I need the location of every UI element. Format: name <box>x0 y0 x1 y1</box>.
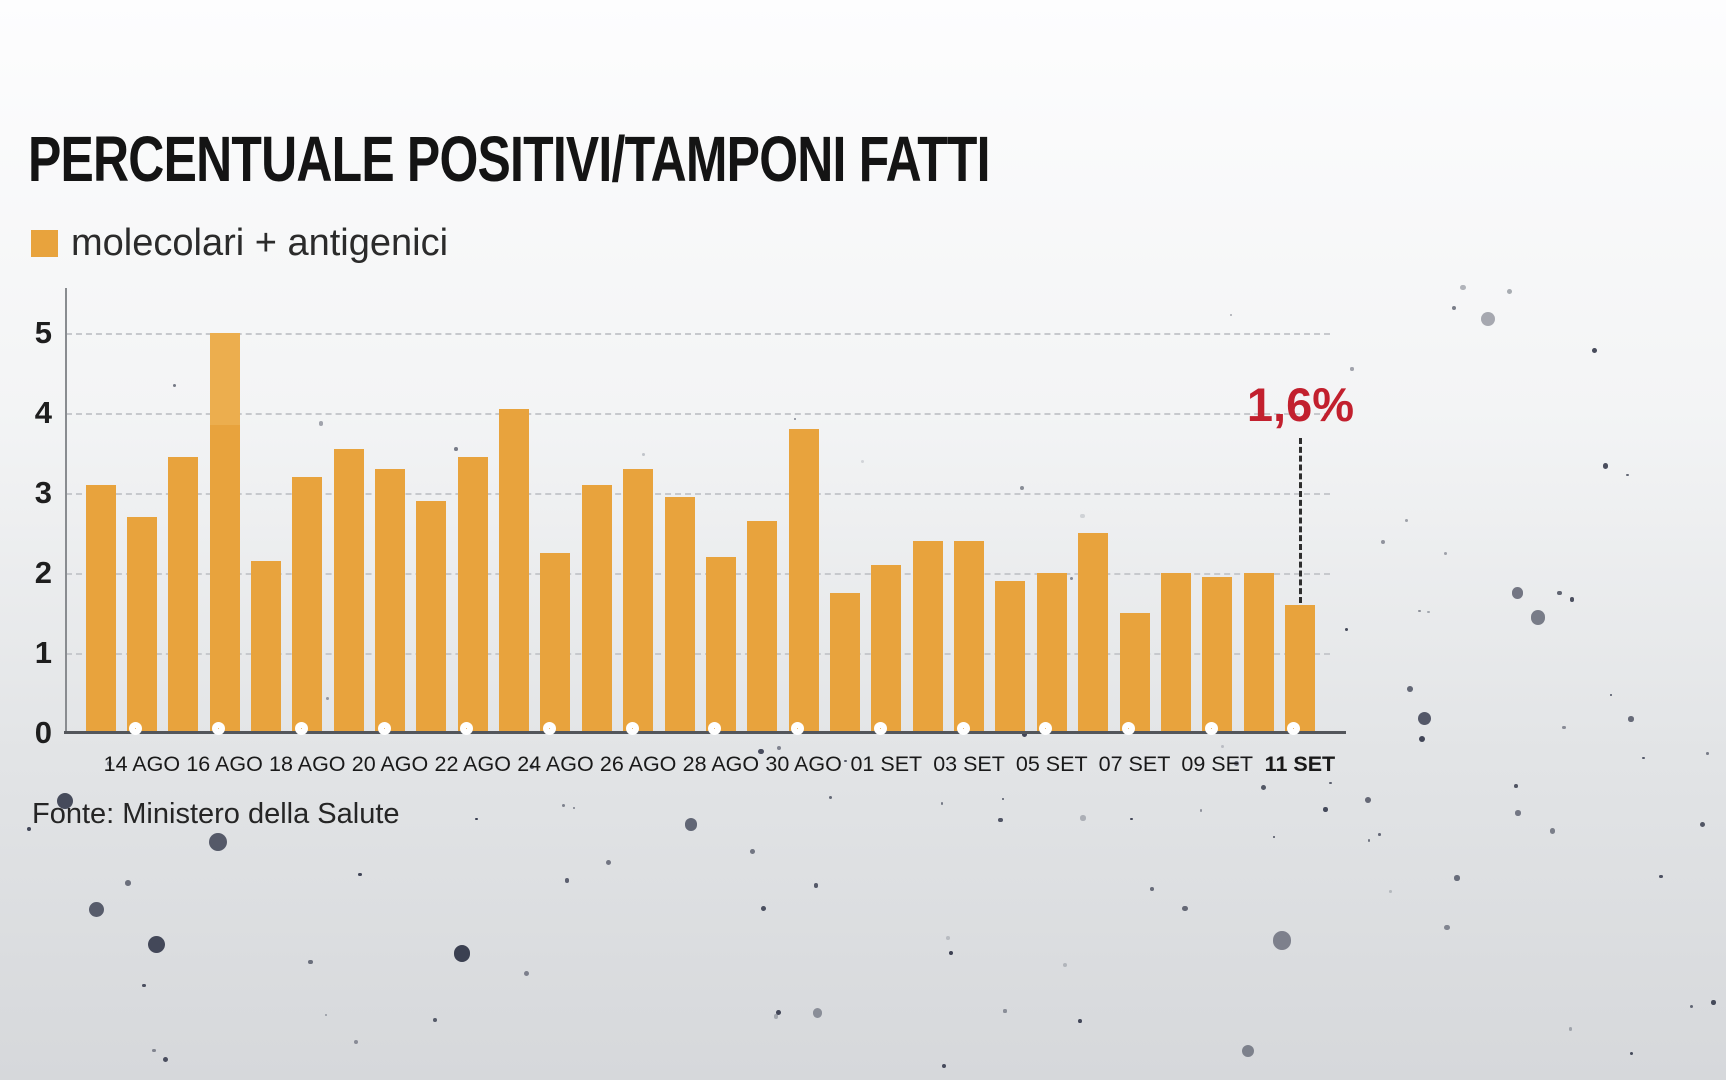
bar-21-ago <box>416 501 447 733</box>
axis-marker-03-set <box>956 721 970 735</box>
x-tick-label-24-ago: 24 AGO <box>517 752 594 776</box>
bar-29-ago <box>747 521 778 733</box>
axis-marker-05-set <box>1039 721 1053 735</box>
y-axis-line <box>65 288 67 734</box>
bar-13-ago <box>85 485 116 733</box>
x-tick-label-16-ago: 16 AGO <box>186 752 263 776</box>
bar-22-ago <box>457 457 488 733</box>
bar-07-set <box>1119 613 1150 733</box>
chart-legend: molecolari + antigenici <box>31 222 448 265</box>
bar-20-ago <box>375 469 406 733</box>
page-title: PERCENTUALE POSITIVI/TAMPONI FATTI <box>28 123 991 195</box>
x-tick-label-01-set: 01 SET <box>850 752 923 776</box>
bar-15-ago <box>168 457 199 733</box>
x-tick-label-22-ago: 22 AGO <box>434 752 511 776</box>
axis-marker-14-ago <box>129 721 143 735</box>
bar-01-set <box>871 565 902 733</box>
x-tick-label-14-ago: 14 AGO <box>103 752 181 776</box>
x-tick-label-26-ago: 26 AGO <box>599 752 677 776</box>
axis-marker-11-set <box>1287 721 1301 735</box>
source-credit: Fonte: Ministero della Salute <box>32 798 400 830</box>
legend-color-swatch <box>31 230 58 257</box>
bar-17-ago <box>250 561 281 733</box>
x-tick-label-30-ago: 30 AGO <box>765 752 842 776</box>
axis-marker-07-set <box>1122 721 1135 735</box>
gridline-5 <box>66 333 1330 335</box>
x-tick-label-11-set: 11 SET <box>1264 752 1336 776</box>
bar-31-ago <box>829 593 860 733</box>
annotation-dashed-line <box>1299 438 1302 603</box>
gridline-4 <box>66 413 1330 415</box>
bar-04-set <box>995 581 1026 733</box>
bar-27-ago <box>664 497 695 733</box>
axis-marker-26-ago <box>625 721 639 735</box>
axis-marker-16-ago <box>212 721 226 735</box>
axis-marker-09-set <box>1204 721 1218 735</box>
x-tick-label-07-set: 07 SET <box>1098 752 1171 776</box>
legend-label: molecolari + antigenici <box>71 222 449 264</box>
bar-10-set <box>1243 573 1274 733</box>
bar-23-ago <box>499 409 530 733</box>
gridline-1 <box>66 653 1330 655</box>
gridline-3 <box>66 493 1330 495</box>
axis-marker-20-ago <box>377 721 391 735</box>
bar-19-ago <box>333 449 364 733</box>
y-tick-label-5: 5 <box>34 315 52 350</box>
bar-11-set <box>1284 605 1315 733</box>
bar-08-set <box>1160 573 1191 733</box>
axis-marker-18-ago <box>294 721 308 735</box>
bar-25-ago <box>581 485 612 733</box>
bar-16-ago-light-segment <box>209 333 240 425</box>
axis-marker-01-set <box>873 721 887 735</box>
y-tick-label-1: 1 <box>34 635 52 670</box>
bar-18-ago <box>292 477 323 733</box>
x-tick-label-28-ago: 28 AGO <box>682 752 760 776</box>
axis-marker-30-ago <box>791 721 805 735</box>
x-tick-label-09-set: 09 SET <box>1181 752 1254 776</box>
x-tick-label-05-set: 05 SET <box>1015 752 1088 776</box>
bar-14-ago <box>126 517 157 733</box>
y-tick-label-3: 3 <box>34 475 52 510</box>
x-tick-label-03-set: 03 SET <box>933 752 1005 776</box>
axis-marker-22-ago <box>460 721 474 735</box>
x-tick-label-20-ago: 20 AGO <box>351 752 429 776</box>
bar-28-ago <box>705 557 736 733</box>
bar-26-ago <box>623 469 654 733</box>
bar-06-set <box>1078 533 1109 733</box>
axis-marker-28-ago <box>708 721 722 735</box>
axis-marker-24-ago <box>542 721 556 735</box>
gridline-2 <box>66 573 1330 575</box>
y-tick-label-0: 0 <box>34 715 52 750</box>
bar-03-set <box>954 541 985 733</box>
bar-24-ago <box>540 553 571 733</box>
y-tick-label-2: 2 <box>34 555 52 590</box>
annotation-value-label: 1,6% <box>1246 378 1355 431</box>
bar-30-ago <box>788 429 819 733</box>
bar-09-set <box>1202 577 1233 733</box>
bar-02-set <box>912 541 943 733</box>
bar-05-set <box>1036 573 1067 733</box>
x-tick-label-18-ago: 18 AGO <box>269 752 346 776</box>
y-tick-label-4: 4 <box>34 395 52 430</box>
x-axis-line <box>64 731 1346 734</box>
